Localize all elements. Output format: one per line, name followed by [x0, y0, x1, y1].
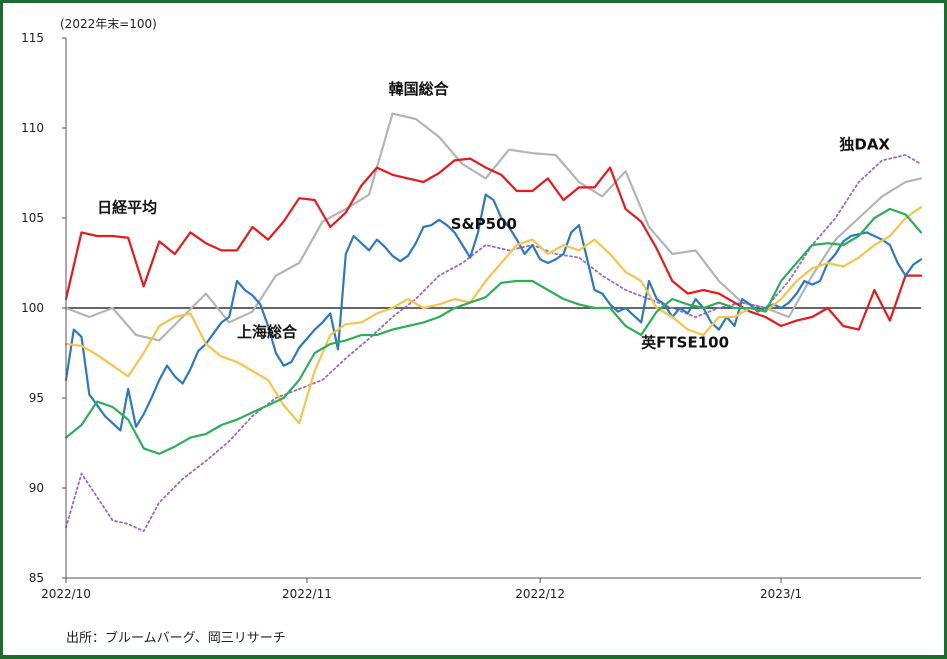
- y-tick-label: 95: [29, 391, 44, 405]
- x-tick-label: 2022/11: [282, 587, 332, 601]
- series-line-5: [64, 207, 923, 455]
- series-label-3: 独DAX: [839, 136, 890, 154]
- series-label-4: 上海総合: [237, 323, 298, 341]
- series-label-0: 日経平均: [97, 199, 157, 217]
- series-line-4: [64, 206, 923, 425]
- series-line-3: [64, 193, 923, 432]
- y-tick-label: 105: [21, 211, 44, 225]
- source-note: 出所：ブルームバーグ、岡三リサーチ: [66, 630, 286, 646]
- unit-label: (2022年末=100): [60, 17, 157, 31]
- series-label-1: 韓国総合: [389, 80, 450, 98]
- x-tick-label: 2022/12: [515, 587, 565, 601]
- y-tick-label: 90: [29, 481, 44, 495]
- y-tick-label: 85: [29, 571, 44, 585]
- series-label-2: S&P500: [451, 215, 517, 233]
- series-line-1: [65, 154, 922, 533]
- y-tick-label: 115: [21, 31, 44, 45]
- x-tick-label: 2022/10: [41, 587, 91, 601]
- y-tick-label: 100: [21, 301, 44, 315]
- y-tick-label: 110: [21, 121, 44, 135]
- series-label-5: 英FTSE100: [641, 334, 729, 352]
- series-line-2: [64, 157, 923, 331]
- x-tick-label: 2023/1: [760, 587, 802, 601]
- series-line-0: [64, 112, 923, 342]
